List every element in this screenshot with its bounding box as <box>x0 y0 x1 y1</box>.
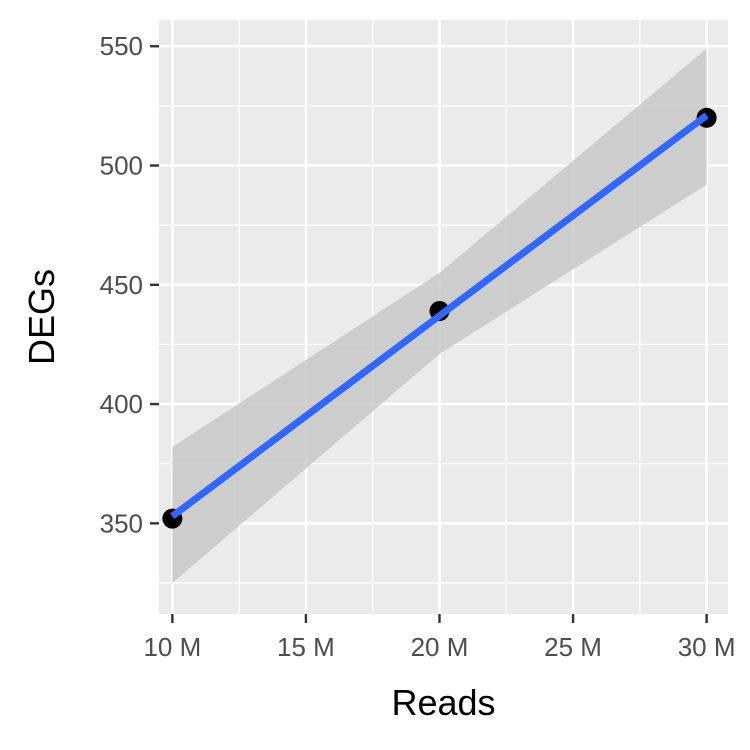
x-tick-label: 30 M <box>678 632 736 662</box>
y-tick-label: 400 <box>100 389 143 419</box>
y-axis-title: DEGs <box>21 269 62 365</box>
x-axis-title: Reads <box>391 682 495 723</box>
y-tick-label: 550 <box>100 31 143 61</box>
x-tick-label: 10 M <box>143 632 201 662</box>
x-tick-label: 15 M <box>277 632 335 662</box>
x-axis: 10 M 15 M 20 M 25 M 30 M <box>143 614 736 662</box>
trend-line <box>170 112 709 519</box>
y-tick-label: 350 <box>100 508 143 538</box>
y-axis: 350 400 450 500 550 <box>100 31 159 538</box>
y-tick-label: 500 <box>100 151 143 181</box>
trend-line-group <box>170 112 709 519</box>
x-tick-label: 20 M <box>411 632 469 662</box>
x-tick-label: 25 M <box>544 632 602 662</box>
y-tick-label: 450 <box>100 270 143 300</box>
